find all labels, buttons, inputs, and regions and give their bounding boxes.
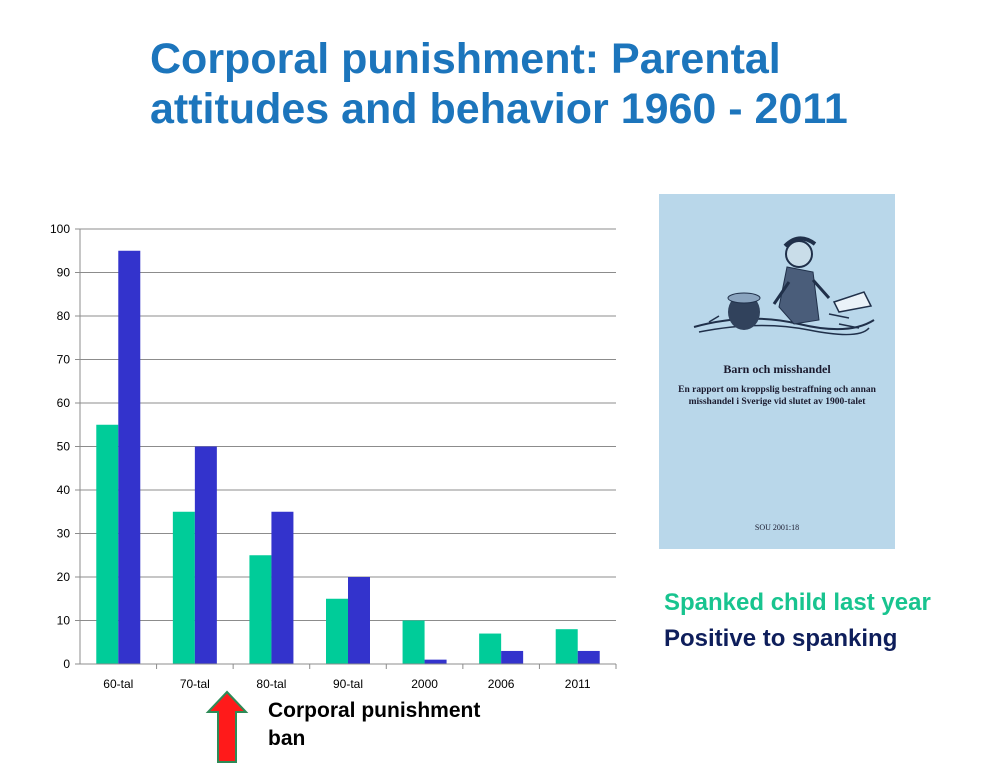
- grid-lines: [80, 228, 616, 621]
- x-tick-label: 90-tal: [333, 677, 363, 691]
- y-tick-label: 60: [57, 396, 71, 410]
- report-subtitle-line-1: En rapport om kroppslig bestraffning och…: [678, 385, 876, 395]
- bar-positive-70-tal: [194, 446, 217, 664]
- bar-positive-90-tal: [348, 577, 370, 664]
- ban-annotation-line-2: ban: [268, 727, 306, 750]
- bar-positive-2011: [577, 650, 600, 664]
- x-tick-label: 2000: [411, 677, 438, 691]
- x-tick-label: 2006: [488, 677, 515, 691]
- ban-arrow-icon: [205, 690, 249, 763]
- ban-annotation: Corporal punishment ban: [268, 697, 480, 753]
- y-tick-label: 40: [57, 483, 71, 497]
- y-tick-label: 20: [57, 570, 71, 584]
- ban-annotation-line-1: Corporal punishment: [268, 699, 481, 722]
- bar-positive-2006: [501, 650, 524, 664]
- x-tick-label: 2011: [565, 677, 591, 691]
- slide-title-line-1: Corporal punishment: Parental: [150, 35, 781, 83]
- bar-positive-80-tal: [271, 511, 294, 664]
- child-illustration-icon: [693, 236, 875, 336]
- legend-item-positive: Positive to spanking: [664, 625, 898, 652]
- bar-spanked-2011: [555, 629, 578, 664]
- bar-positive-60-tal: [118, 250, 141, 664]
- y-tick-label: 50: [57, 440, 71, 454]
- bar-spanked-90-tal: [326, 598, 348, 664]
- bar-chart: 0 10 20 30 40 50 60 70 80 90 100 60-tal 70-tal 80-ta…: [50, 222, 617, 691]
- report-code: SOU 2001:18: [754, 523, 800, 532]
- y-tick-label: 80: [57, 309, 71, 323]
- x-tick-label: 60-tal: [103, 677, 133, 691]
- y-tick-label: 70: [57, 353, 71, 367]
- bar-positive-2000: [424, 659, 447, 664]
- x-axis-labels: 60-tal 70-tal 80-tal 90-tal 2000 2006 2011: [103, 677, 591, 691]
- y-tick-label: 90: [57, 266, 71, 280]
- y-axis-ticks: 0 10 20 30 40 50 60 70 80 90 100: [50, 222, 80, 671]
- slide-title-line-2: attitudes and behavior 1960 - 2011: [150, 85, 848, 133]
- bar-spanked-80-tal: [249, 555, 272, 664]
- slide-title: Corporal punishment: Parental attitudes …: [150, 34, 990, 134]
- report-subtitle-line-2: misshandel i Sverige vid slutet av 1900-…: [688, 397, 866, 407]
- report-title: Barn och misshandel: [723, 362, 831, 376]
- bar-spanked-2006: [479, 633, 502, 664]
- y-tick-label: 0: [63, 657, 70, 671]
- x-tick-label: 80-tal: [256, 677, 286, 691]
- bar-spanked-60-tal: [96, 424, 119, 664]
- report-subtitle: En rapport om kroppslig bestraffning och…: [673, 384, 881, 408]
- bar-spanked-2000: [402, 620, 425, 664]
- x-tick-label: 70-tal: [180, 677, 210, 691]
- legend-item-spanked: Spanked child last year: [664, 589, 931, 616]
- y-tick-label: 30: [57, 527, 71, 541]
- bar-spanked-70-tal: [172, 511, 195, 664]
- report-cover-image: Barn och misshandel En rapport om kropps…: [659, 194, 895, 549]
- y-tick-label: 100: [50, 222, 70, 236]
- axes: [79, 229, 617, 669]
- bars: [96, 250, 600, 664]
- y-tick-label: 10: [57, 614, 71, 628]
